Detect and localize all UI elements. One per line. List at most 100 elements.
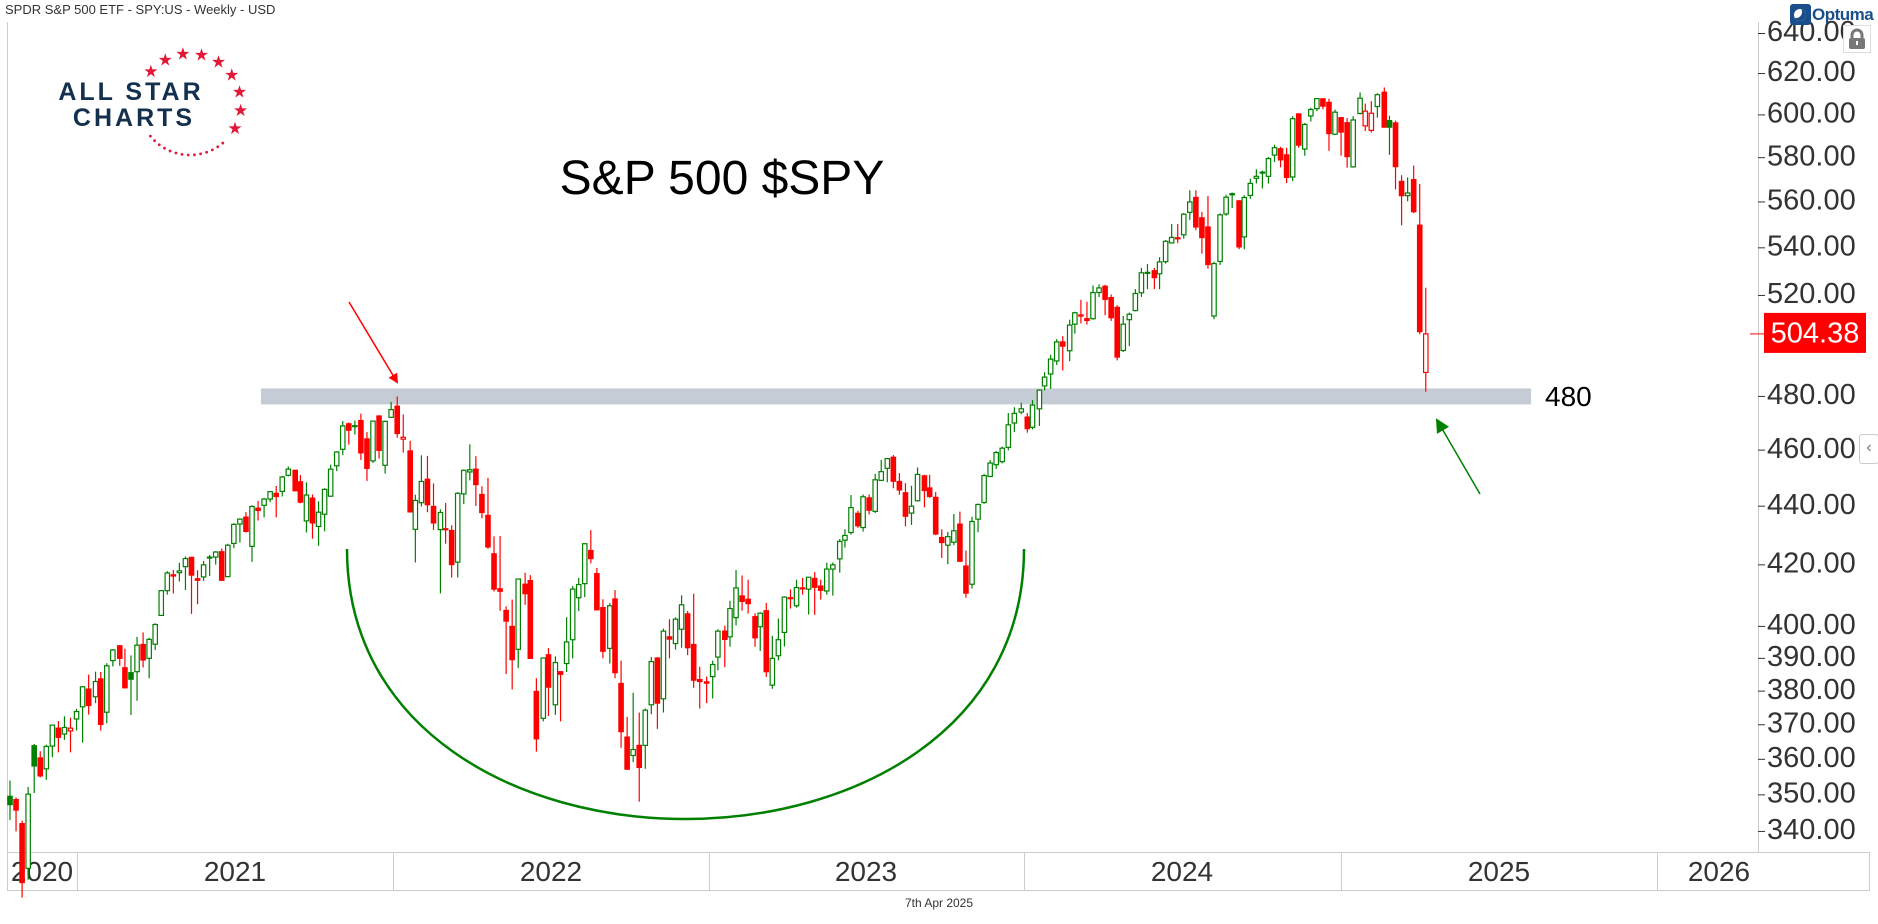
candle-2023-07-17 [878,460,885,481]
candle-body [607,605,613,649]
candle-2021-12-06 [370,420,376,464]
candle-body [836,540,843,560]
candle-2023-03-27 [781,596,788,647]
candle-2024-03-11 [1084,301,1090,325]
candle-body [769,657,776,686]
candle-body [13,798,19,811]
candle-2024-01-22 [1041,372,1048,391]
candle-2023-07-03 [866,494,872,515]
candle-2021-12-20 [382,420,388,474]
price-label-370.00: 370.00 [1767,707,1856,739]
star-dot-icon [157,143,161,147]
candle-body [1229,193,1235,196]
candle-body [479,493,485,514]
candle-2022-02-22 [437,509,444,594]
candle-2022-04-04 [473,456,479,506]
candle-2022-02-14 [430,483,437,530]
candle-body [400,436,407,440]
candle-body [1011,412,1018,424]
candle-2023-02-13 [745,579,751,614]
candle-body [1041,376,1048,387]
candle-body [1223,196,1229,215]
candle-body [654,657,661,704]
candle-2023-10-30 [969,516,975,589]
candle-2022-08-15 [588,530,594,564]
candle-2021-05-31 [206,554,213,577]
candle-body [1211,262,1217,317]
candle-2023-01-03 [709,660,716,699]
candle-body [1053,341,1060,362]
star-dot-icon [221,141,225,145]
candle-body [55,727,62,739]
candle-2022-08-29 [600,599,606,659]
star-icon: ★ [175,44,190,64]
candle-body [503,609,509,622]
candle-body [448,529,455,566]
candle-body [739,595,745,603]
candle-body [97,678,104,726]
candle-2023-04-17 [799,577,806,595]
candle-body [1059,341,1066,347]
candle-body [1404,192,1411,197]
candle-2023-05-01 [811,572,818,615]
candle-body [128,672,134,680]
chevron-left-icon[interactable]: ‹ [1859,434,1878,464]
candle-2023-12-11 [1005,413,1012,451]
candle-body [1357,97,1363,115]
star-dot-icon [153,139,156,143]
candle-body [763,610,770,673]
candle-2024-04-01 [1102,284,1108,316]
star-icon: ★ [232,83,247,103]
green-arrow-annotation [1435,418,1481,495]
candle-2024-05-20 [1144,264,1151,290]
lock-scale-button[interactable] [1843,25,1871,53]
candle-body [509,625,515,661]
candle-body [557,671,564,675]
candle-body [540,657,547,719]
candle-2022-01-31 [418,455,425,507]
candle-2020-10-12 [7,780,13,820]
candle-body [563,641,570,665]
candle-body [914,473,921,502]
candle-2022-06-21 [540,657,547,722]
candle-body [1126,313,1133,321]
candle-2024-02-05 [1053,339,1060,366]
candle-2020-10-19 [13,797,19,832]
year-label-2026: 2026 [1688,856,1750,887]
candle-body [1217,214,1223,263]
candle-2024-10-14 [1271,144,1278,163]
candle-2021-02-01 [103,663,110,724]
candle-body [407,450,413,513]
candle-2020-11-09 [31,743,37,794]
candle-body [522,583,528,595]
candle-2021-07-26 [255,501,261,521]
price-label-520.00: 520.00 [1767,278,1856,310]
candle-2023-10-09 [951,513,957,546]
candle-2024-07-29 [1205,196,1211,269]
candle-body [1422,333,1429,374]
candle-2023-12-18 [1011,407,1018,433]
last-price-badge [1764,312,1866,353]
candle-2024-04-08 [1108,294,1114,321]
price-label-340.00: 340.00 [1767,814,1856,846]
candle-body [1253,175,1260,179]
candle-2021-11-15 [352,420,358,435]
candle-body [176,570,183,574]
price-label-350.00: 350.00 [1767,778,1856,810]
candle-2022-09-06 [607,602,613,664]
candle-body [376,415,382,451]
year-label-2022: 2022 [520,856,582,887]
candle-2022-11-21 [672,617,679,650]
candle-body [799,587,806,590]
candle-2022-09-19 [618,660,624,748]
candle-2022-06-13 [533,678,540,752]
candle-2023-12-04 [999,446,1006,464]
chart-header-title: SPDR S&P 500 ETF - SPY:US - Weekly - USD [5,2,276,17]
candle-body [805,576,812,590]
candle-2020-12-28 [73,708,80,731]
candle-body [1156,261,1163,275]
candle-body [1241,196,1248,238]
optuma-logo-icon [1790,4,1811,25]
candle-2022-12-27 [703,676,710,704]
candle-body [932,496,939,535]
